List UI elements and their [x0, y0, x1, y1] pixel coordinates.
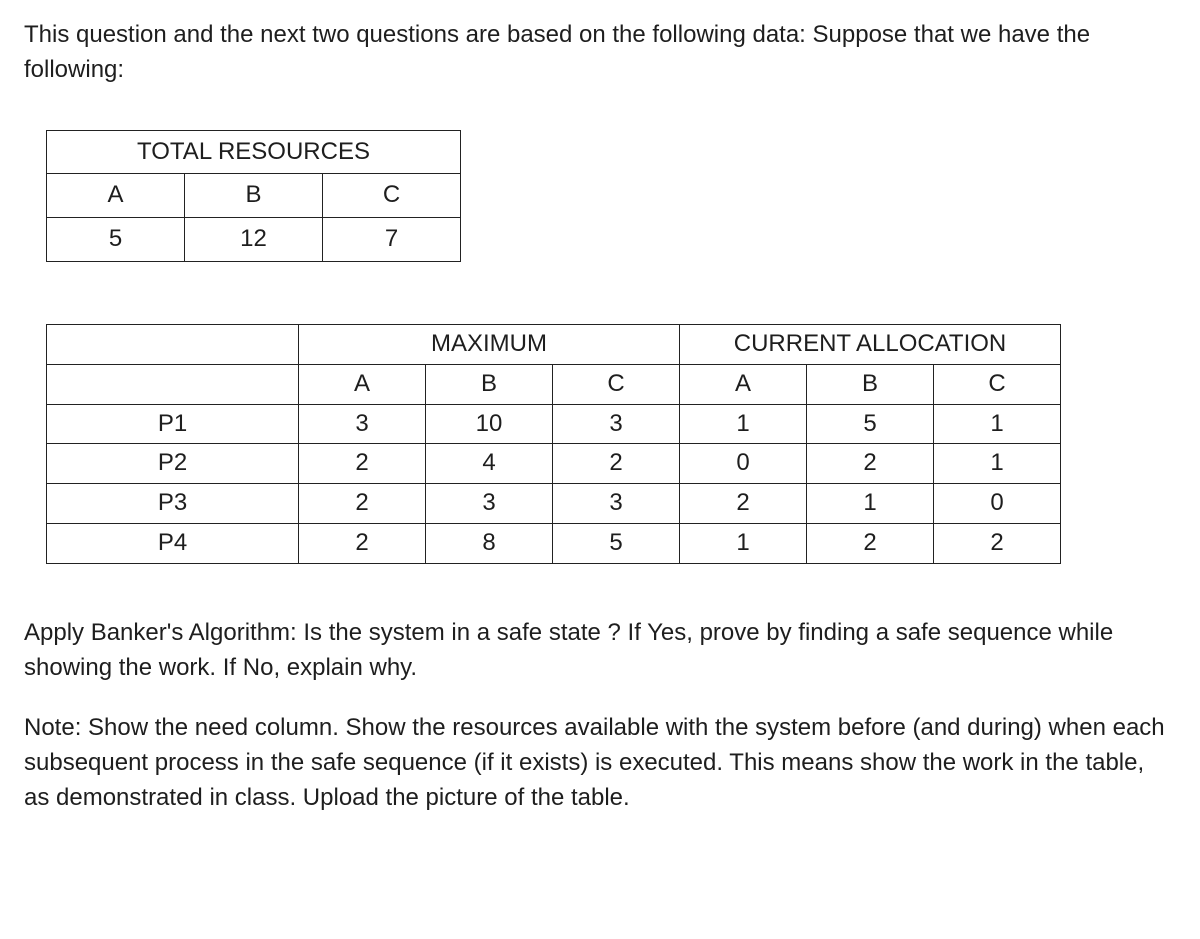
resources-value: 7 [323, 218, 461, 262]
max-cell: 3 [426, 484, 553, 524]
question-paragraph: Apply Banker's Algorithm: Is the system … [24, 616, 1176, 686]
alloc-cell: 1 [934, 444, 1061, 484]
empty-header [47, 364, 299, 404]
alloc-cell: 2 [807, 523, 934, 563]
maximum-header: MAXIMUM [299, 324, 680, 364]
total-resources-title: TOTAL RESOURCES [47, 130, 461, 174]
alloc-cell: 1 [680, 523, 807, 563]
max-cell: 2 [299, 444, 426, 484]
table-row: A B C A B C [47, 364, 1061, 404]
max-col-header: B [426, 364, 553, 404]
resources-col-header: A [47, 174, 185, 218]
process-label: P4 [47, 523, 299, 563]
alloc-cell: 1 [807, 484, 934, 524]
alloc-col-header: A [680, 364, 807, 404]
current-allocation-header: CURRENT ALLOCATION [680, 324, 1061, 364]
table-row: A B C [47, 174, 461, 218]
empty-header [47, 324, 299, 364]
process-label: P3 [47, 484, 299, 524]
process-table: MAXIMUM CURRENT ALLOCATION A B C A B C P… [46, 324, 1061, 564]
max-cell: 3 [299, 404, 426, 444]
max-col-header: A [299, 364, 426, 404]
max-cell: 3 [553, 404, 680, 444]
table-row: P4 2 8 5 1 2 2 [47, 523, 1061, 563]
resources-value: 5 [47, 218, 185, 262]
table-row: P3 2 3 3 2 1 0 [47, 484, 1061, 524]
alloc-cell: 1 [934, 404, 1061, 444]
process-label: P2 [47, 444, 299, 484]
process-table-wrapper: MAXIMUM CURRENT ALLOCATION A B C A B C P… [46, 324, 1176, 564]
total-resources-table: TOTAL RESOURCES A B C 5 12 7 [46, 130, 461, 262]
alloc-cell: 2 [680, 484, 807, 524]
alloc-cell: 0 [934, 484, 1061, 524]
resources-value: 12 [185, 218, 323, 262]
alloc-col-header: C [934, 364, 1061, 404]
max-cell: 2 [299, 484, 426, 524]
max-cell: 2 [299, 523, 426, 563]
total-resources-table-wrapper: TOTAL RESOURCES A B C 5 12 7 [46, 130, 1176, 262]
table-row: P1 3 10 3 1 5 1 [47, 404, 1061, 444]
table-row: P2 2 4 2 0 2 1 [47, 444, 1061, 484]
intro-paragraph: This question and the next two questions… [24, 18, 1176, 88]
alloc-col-header: B [807, 364, 934, 404]
note-paragraph: Note: Show the need column. Show the res… [24, 711, 1176, 815]
process-label: P1 [47, 404, 299, 444]
max-cell: 4 [426, 444, 553, 484]
table-row: 5 12 7 [47, 218, 461, 262]
resources-col-header: B [185, 174, 323, 218]
max-cell: 3 [553, 484, 680, 524]
alloc-cell: 2 [934, 523, 1061, 563]
max-cell: 10 [426, 404, 553, 444]
max-col-header: C [553, 364, 680, 404]
alloc-cell: 1 [680, 404, 807, 444]
max-cell: 8 [426, 523, 553, 563]
alloc-cell: 5 [807, 404, 934, 444]
resources-col-header: C [323, 174, 461, 218]
table-row: MAXIMUM CURRENT ALLOCATION [47, 324, 1061, 364]
max-cell: 5 [553, 523, 680, 563]
max-cell: 2 [553, 444, 680, 484]
alloc-cell: 2 [807, 444, 934, 484]
alloc-cell: 0 [680, 444, 807, 484]
